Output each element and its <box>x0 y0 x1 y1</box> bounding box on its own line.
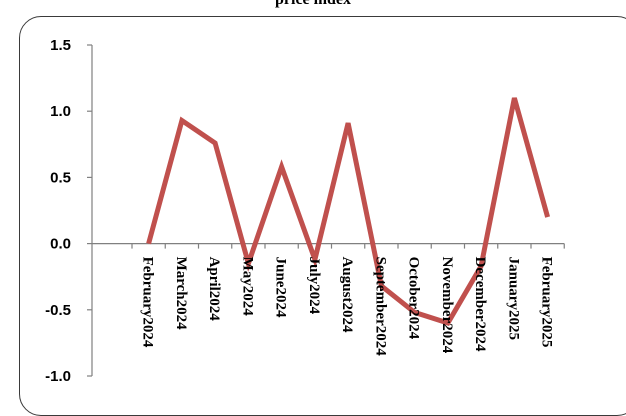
y-tick-label: -1.0 <box>45 368 71 385</box>
x-category-label: October2024 <box>406 257 422 340</box>
y-tick-label: 0.0 <box>50 236 71 253</box>
x-category-label: May2024 <box>239 257 255 317</box>
x-category-label: July2024 <box>306 257 322 315</box>
x-category-label: April2024 <box>206 257 222 322</box>
y-tick-label: 0.5 <box>50 169 71 186</box>
x-category-label: December2024 <box>472 257 488 352</box>
x-category-label: September2024 <box>372 257 388 357</box>
y-tick-label: 1.0 <box>50 103 71 120</box>
x-category-label: February2025 <box>539 257 555 348</box>
y-tick-label: 1.5 <box>50 37 71 54</box>
x-category-label: February2024 <box>140 257 156 348</box>
x-category-label: March2024 <box>173 257 189 331</box>
x-category-label: August2024 <box>339 257 355 333</box>
y-tick-label: -0.5 <box>45 302 71 319</box>
line-chart: 1.5 1.0 0.5 0.0 -0.5 -1.0 February2024 March20… <box>0 0 626 392</box>
x-category-label: January2025 <box>505 257 521 340</box>
x-category-label: November2024 <box>439 257 455 354</box>
x-category-label: June2024 <box>273 257 289 318</box>
